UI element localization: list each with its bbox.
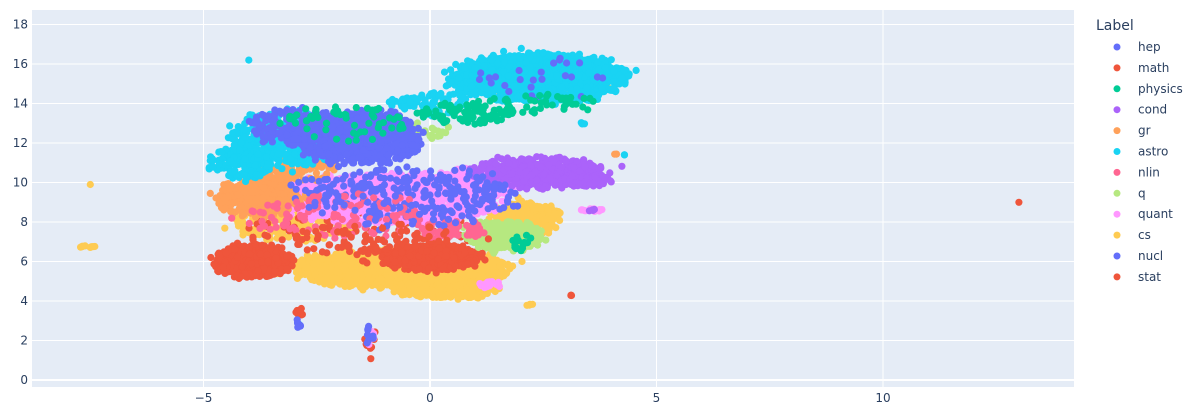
legend-label: hep: [1138, 40, 1161, 54]
y-tick-label: 14: [13, 97, 28, 111]
y-tick-label: 18: [13, 18, 28, 32]
gridlines: [32, 10, 1074, 387]
legend-title: Label: [1096, 18, 1134, 34]
x-tick-label: 5: [653, 391, 661, 405]
legend-item-cond[interactable]: cond: [1113, 103, 1168, 117]
legend-marker-icon: [1113, 231, 1121, 239]
legend-marker-icon: [1113, 64, 1121, 72]
legend-item-quant[interactable]: quant: [1113, 207, 1174, 221]
series-physics: [276, 90, 597, 255]
legend: Label hep math physics cond gr astro nlin q quan…: [1096, 18, 1183, 284]
scatter-points: [77, 44, 1023, 363]
legend-item-gr[interactable]: gr: [1113, 124, 1151, 138]
y-tick-label: 8: [20, 215, 28, 229]
legend-marker-icon: [1113, 168, 1121, 176]
legend-marker-icon: [1113, 85, 1121, 93]
legend-label: nucl: [1138, 249, 1163, 263]
legend-item-hep[interactable]: hep: [1113, 40, 1161, 54]
legend-label: quant: [1138, 207, 1173, 221]
y-tick-label: 10: [13, 176, 28, 190]
legend-marker-icon: [1113, 43, 1121, 51]
y-tick-label: 16: [13, 57, 28, 71]
legend-item-stat[interactable]: stat: [1113, 270, 1162, 284]
series-stat: [293, 220, 492, 265]
legend-label: cs: [1138, 228, 1151, 242]
legend-label: astro: [1138, 145, 1168, 159]
legend-label: cond: [1138, 103, 1167, 117]
y-tick-label: 6: [20, 255, 28, 269]
legend-item-math[interactable]: math: [1113, 61, 1170, 75]
legend-item-physics[interactable]: physics: [1113, 82, 1183, 96]
legend-marker-icon: [1113, 106, 1121, 114]
legend-item-nlin[interactable]: nlin: [1113, 165, 1160, 179]
legend-marker-icon: [1113, 189, 1121, 197]
legend-label: math: [1138, 61, 1169, 75]
legend-label: gr: [1138, 124, 1151, 138]
x-tick-label: 10: [875, 391, 890, 405]
legend-marker-icon: [1113, 252, 1121, 260]
x-tick-label: 0: [426, 391, 434, 405]
legend-item-cs[interactable]: cs: [1113, 228, 1151, 242]
legend-label: stat: [1138, 270, 1161, 284]
legend-item-q[interactable]: q: [1113, 186, 1146, 200]
legend-item-astro[interactable]: astro: [1113, 145, 1169, 159]
x-axis-ticks: −5 0 5 10: [195, 391, 891, 405]
legend-label: physics: [1138, 82, 1183, 96]
y-tick-label: 0: [20, 373, 28, 387]
x-tick-label: −5: [195, 391, 213, 405]
legend-marker-icon: [1113, 210, 1121, 218]
legend-marker-icon: [1113, 273, 1121, 281]
series-nucl: [305, 173, 519, 234]
legend-marker-icon: [1113, 127, 1121, 135]
legend-label: nlin: [1138, 165, 1160, 179]
y-tick-label: 2: [20, 334, 28, 348]
y-tick-label: 4: [20, 294, 28, 308]
y-axis-ticks: 0 2 4 6 8 10 12 14 16 18: [13, 18, 28, 388]
y-tick-label: 12: [13, 136, 28, 150]
legend-marker-icon: [1113, 148, 1121, 155]
legend-label: q: [1138, 186, 1146, 200]
legend-item-nucl[interactable]: nucl: [1113, 249, 1164, 263]
